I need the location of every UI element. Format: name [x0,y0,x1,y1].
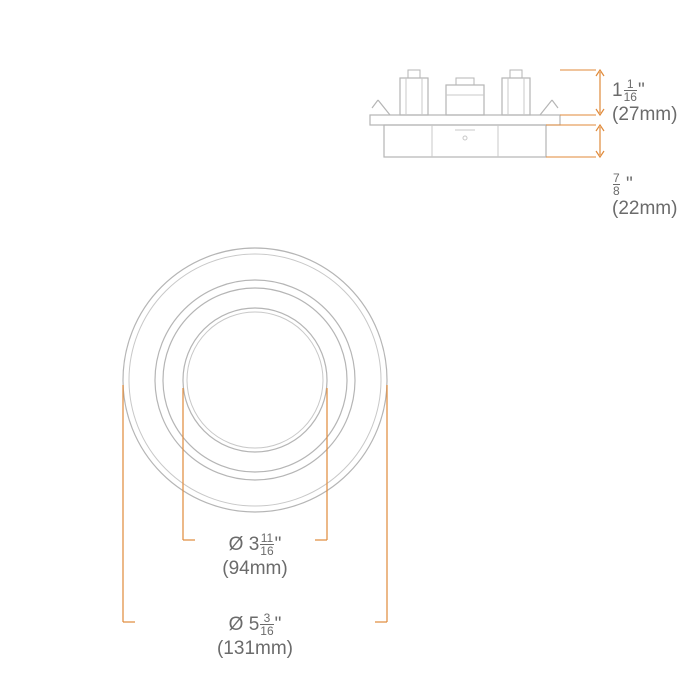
dim-side-top-metric: (27mm) [612,103,677,128]
dim-side-top-den: 16 [624,90,637,103]
dim-outer-dia-metric: (131mm) [195,637,315,662]
dim-side-bottom-den: 8 [613,184,620,197]
dim-inner-dia-sym: Ø [229,534,244,555]
dim-inner-dia: Ø 31116" (94mm) [200,532,310,582]
dim-outer-dia-whole: 5 [249,614,260,635]
dim-side-bottom-metric: (22mm) [612,197,677,222]
dim-side-top-num: 1 [624,78,637,90]
side-elevation [370,70,604,157]
dim-inner-dia-num: 11 [260,532,273,544]
dim-side-bottom: 78 " (22mm) [612,172,677,222]
dim-outer-dia: Ø 5316" (131mm) [195,612,315,662]
technical-diagram: 1116" (27mm) 78 " (22mm) Ø 31116" (94mm)… [0,0,700,700]
dim-side-top-whole: 1 [612,80,623,101]
dim-side-top: 1116" (27mm) [612,78,677,128]
dim-outer-dia-num: 3 [260,612,273,624]
dim-inner-dia-den: 16 [260,544,273,557]
diagram-svg [0,0,700,700]
dim-side-bottom-num: 7 [613,172,620,184]
dim-outer-dia-den: 16 [260,624,273,637]
dim-inner-dia-whole: 3 [249,534,260,555]
dim-inner-dia-metric: (94mm) [200,557,310,582]
dim-outer-dia-sym: Ø [229,614,244,635]
